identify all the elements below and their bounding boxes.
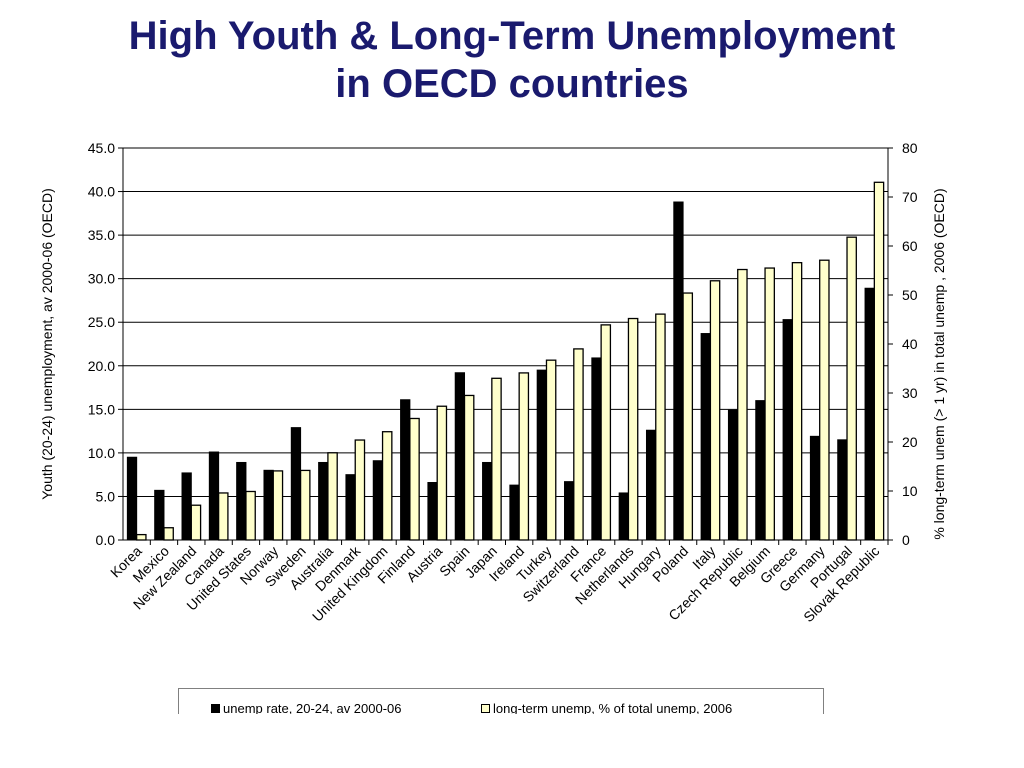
bar-youth-unemployment xyxy=(208,451,220,541)
bar-youth-unemployment xyxy=(673,201,684,541)
bar-youth-unemployment xyxy=(618,492,629,541)
left-tick-label: 25.0 xyxy=(88,314,115,330)
bar-long-term-unemployment xyxy=(573,348,584,541)
bar-youth-unemployment xyxy=(755,400,766,541)
legend-label-series-1: unemp rate, 20-24, av 2000-06 xyxy=(223,701,402,716)
bar-youth-unemployment xyxy=(454,372,466,541)
right-tick-label: 70 xyxy=(902,189,918,205)
bar-chart: 0.0 5.0 10.0 15.0 20.0 25.0 30.0 35.0 40.0 45.0 0 1… xyxy=(39,140,947,625)
bar-long-term-unemployment xyxy=(463,394,475,541)
left-tick-label: 30.0 xyxy=(88,271,115,287)
bars xyxy=(126,181,885,541)
legend-swatch-black xyxy=(211,704,220,713)
right-tick-label: 0 xyxy=(902,532,910,548)
bar-youth-unemployment xyxy=(564,481,575,541)
right-tick-label: 40 xyxy=(902,336,918,352)
right-tick-label: 20 xyxy=(902,434,918,450)
bar-long-term-unemployment xyxy=(327,452,338,541)
gridlines xyxy=(123,191,888,497)
left-tick-label: 0.0 xyxy=(96,532,116,548)
bar-long-term-unemployment xyxy=(846,236,857,541)
left-tick-label: 45.0 xyxy=(88,140,115,156)
bar-long-term-unemployment xyxy=(627,317,639,541)
left-tick-label: 5.0 xyxy=(96,488,116,504)
bar-long-term-unemployment xyxy=(737,268,748,541)
left-tick-label: 10.0 xyxy=(88,445,115,461)
bar-youth-unemployment xyxy=(482,461,493,541)
bar-long-term-unemployment xyxy=(436,405,448,541)
bar-long-term-unemployment xyxy=(272,470,284,541)
legend-swatch-cream xyxy=(481,704,490,713)
bar-youth-unemployment xyxy=(864,287,875,541)
left-tick-label: 40.0 xyxy=(88,184,115,200)
bar-long-term-unemployment xyxy=(245,490,256,541)
bar-youth-unemployment xyxy=(400,399,411,541)
title-line-2: in OECD countries xyxy=(335,62,689,106)
bar-long-term-unemployment xyxy=(545,359,557,541)
legend-label-series-2: long-term unemp, % of total unemp, 2006 xyxy=(493,701,733,716)
right-tick-label: 10 xyxy=(902,483,918,499)
bar-youth-unemployment xyxy=(236,461,247,541)
bar-long-term-unemployment xyxy=(381,431,393,541)
bar-youth-unemployment xyxy=(645,429,657,541)
bar-long-term-unemployment xyxy=(600,324,612,541)
legend-item-series-1: unemp rate, 20-24, av 2000-06 xyxy=(211,701,402,716)
title-line-1: High Youth & Long-Term Unemployment xyxy=(128,14,896,58)
bar-long-term-unemployment xyxy=(819,259,830,541)
bottom-whitespace xyxy=(0,714,1024,768)
bar-youth-unemployment xyxy=(782,319,793,541)
bar-youth-unemployment xyxy=(591,357,602,541)
bar-long-term-unemployment xyxy=(354,439,366,541)
bar-youth-unemployment xyxy=(345,474,356,541)
bar-youth-unemployment xyxy=(263,469,274,541)
bar-long-term-unemployment xyxy=(709,280,721,541)
y-axis-title-left: Youth (20-24) unemployment, av 2000-06 (… xyxy=(39,188,55,500)
bar-long-term-unemployment xyxy=(409,417,420,541)
bar-youth-unemployment xyxy=(126,456,138,541)
legend-item-series-2: long-term unemp, % of total unemp, 2006 xyxy=(481,701,732,716)
left-tick-label: 35.0 xyxy=(88,227,115,243)
bar-long-term-unemployment xyxy=(190,504,202,541)
bar-youth-unemployment xyxy=(372,460,384,541)
bar-youth-unemployment xyxy=(318,461,329,541)
bar-youth-unemployment xyxy=(809,435,821,541)
bar-long-term-unemployment xyxy=(136,533,147,541)
left-tick-label: 15.0 xyxy=(88,401,115,417)
bar-youth-unemployment xyxy=(290,427,302,541)
chart-title: High Youth & Long-Term Unemployment in O… xyxy=(0,12,1024,108)
bar-youth-unemployment xyxy=(837,439,848,541)
right-tick-label: 30 xyxy=(902,385,918,401)
bar-youth-unemployment xyxy=(700,333,711,541)
left-tick-label: 20.0 xyxy=(88,358,115,374)
bar-youth-unemployment xyxy=(154,489,165,541)
axes xyxy=(118,147,893,545)
bar-youth-unemployment xyxy=(536,369,547,541)
bar-youth-unemployment xyxy=(509,484,520,541)
right-tick-label: 50 xyxy=(902,287,918,303)
bar-long-term-unemployment xyxy=(518,372,530,541)
bar-long-term-unemployment xyxy=(791,262,803,541)
plot-area-border xyxy=(122,147,889,541)
bar-youth-unemployment xyxy=(727,409,739,541)
bar-long-term-unemployment xyxy=(217,492,229,541)
bar-long-term-unemployment xyxy=(163,527,174,541)
bar-long-term-unemployment xyxy=(655,313,666,541)
bar-youth-unemployment xyxy=(181,472,192,541)
bar-long-term-unemployment xyxy=(764,267,775,541)
bar-long-term-unemployment xyxy=(873,181,885,541)
bar-long-term-unemployment xyxy=(491,377,502,541)
bar-long-term-unemployment xyxy=(682,292,694,541)
right-tick-label: 80 xyxy=(902,140,918,156)
bar-youth-unemployment xyxy=(427,482,438,541)
right-tick-label: 60 xyxy=(902,238,918,254)
y-axis-title-right: % long-term unem (> 1 yr) in total unemp… xyxy=(931,188,947,539)
bar-long-term-unemployment xyxy=(299,469,311,541)
